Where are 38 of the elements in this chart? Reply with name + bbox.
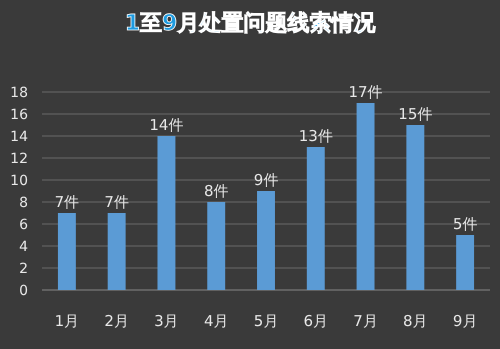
bar xyxy=(108,213,126,290)
data-label: 9件 xyxy=(254,171,278,189)
bar xyxy=(306,147,325,290)
y-tick-label: 10 xyxy=(10,173,28,189)
y-tick-label: 6 xyxy=(19,217,28,233)
data-label: 7件 xyxy=(54,193,80,211)
bar xyxy=(257,191,275,290)
y-tick-label: 2 xyxy=(19,261,28,277)
x-tick-label: 5月 xyxy=(254,312,278,330)
x-tick-label: 7月 xyxy=(353,312,378,330)
chart-title: 1至9月处置问题线索情况 xyxy=(124,11,376,36)
x-tick-label: 4月 xyxy=(204,312,228,330)
bar xyxy=(456,235,474,290)
bar xyxy=(356,103,375,290)
data-label: 13件 xyxy=(298,127,333,145)
data-label: 17件 xyxy=(348,83,383,101)
data-label: 8件 xyxy=(204,182,228,200)
bar xyxy=(406,125,424,290)
data-label: 5件 xyxy=(452,215,478,233)
y-tick-label: 16 xyxy=(10,107,28,123)
y-tick-label: 8 xyxy=(19,195,28,211)
x-tick-label: 3月 xyxy=(154,312,179,330)
x-tick-label: 6月 xyxy=(304,312,328,330)
bar xyxy=(58,213,76,290)
data-label: 7件 xyxy=(104,193,129,211)
bar xyxy=(157,136,176,290)
x-tick-label: 9月 xyxy=(452,312,478,330)
data-label: 14件 xyxy=(149,116,184,134)
y-tick-label: 4 xyxy=(19,239,28,255)
y-tick-label: 14 xyxy=(10,129,28,145)
x-tick-label: 8月 xyxy=(403,312,428,330)
x-tick-label: 1月 xyxy=(54,312,80,330)
x-tick-label: 2月 xyxy=(104,312,129,330)
bar xyxy=(207,202,226,290)
y-tick-label: 12 xyxy=(10,151,28,167)
data-label: 15件 xyxy=(398,105,432,123)
y-tick-label: 18 xyxy=(10,85,28,101)
y-tick-label: 0 xyxy=(19,283,28,299)
